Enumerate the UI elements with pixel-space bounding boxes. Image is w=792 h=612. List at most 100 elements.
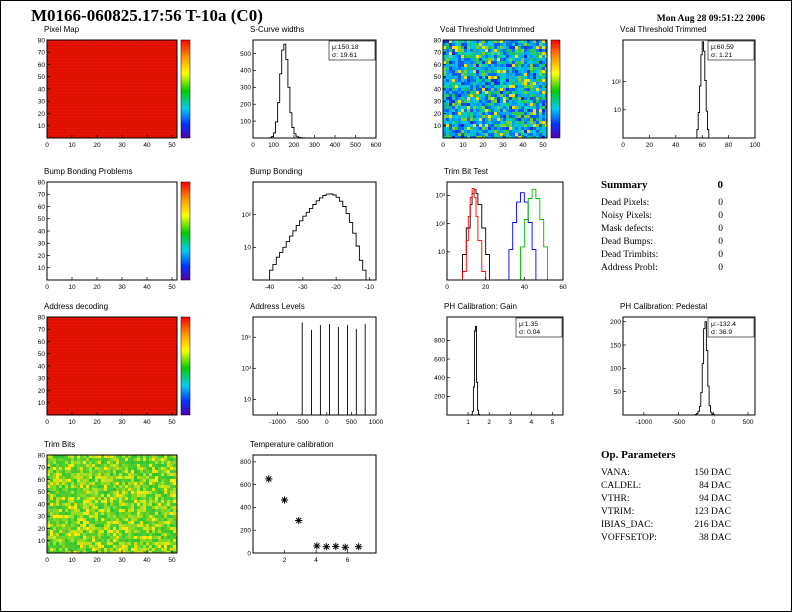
svg-text:400: 400 [240,68,251,75]
svg-text:50: 50 [168,557,176,564]
svg-text:60: 60 [434,62,442,69]
plot-bump-bonding: Bump Bonding -40 -30 -20 -10 10 10² [227,167,379,303]
svg-text:40: 40 [143,142,151,149]
stats-box [515,317,563,338]
plot-title: Trim Bit Test [444,167,489,176]
summary-row-value: 0 [718,224,723,234]
chart-canvas: -1000 -500 0 500 50 100 150 200 μ:-132.4σ: 36.9 [610,316,756,426]
plot-pixel-map: Pixel Map 0 10 20 30 40 50 10 20 30 40 50 60 70 80 [25,25,211,161]
chart-canvas: 0 20 40 60 80 100 10 10² μ:60.59σ: 1.21 [612,39,761,149]
svg-text:σ: 36.9: σ: 36.9 [711,329,732,336]
svg-text:600: 600 [240,482,251,489]
svg-text:600: 600 [434,356,445,363]
svg-text:60: 60 [38,204,46,211]
svg-text:60: 60 [699,142,707,149]
svg-text:10: 10 [38,123,46,130]
plot-vcal-threshold-trimmed: Vcal Threshold Trimmed 0 20 40 60 80 100 10 10² μ… [595,25,761,161]
svg-text:50: 50 [38,74,46,81]
svg-text:100: 100 [750,142,761,149]
summary-row-label: Dead Bumps: [601,237,653,247]
timestamp: Mon Aug 28 09:51:22 2006 [656,14,765,24]
svg-text:80: 80 [38,179,46,186]
svg-text:80: 80 [434,37,442,44]
op-parameter-row: VANA: 150 DAC [601,467,731,480]
svg-text:30: 30 [118,284,126,291]
plot-title: S-Curve widths [250,25,305,34]
plot-title: PH Calibration: Gain [444,302,517,311]
svg-text:80: 80 [38,314,46,321]
op-parameter-row: IBIAS_DAC: 216 DAC [601,519,731,532]
svg-text:400: 400 [330,142,341,149]
plot-title: Vcal Threshold Trimmed [620,25,707,34]
summary-panel: Summary 0 Dead Pixels: 0 Noisy Pixels: 0 Mas… [601,179,723,275]
plot-ph-calibration-gain: PH Calibration: Gain 1 2 3 4 5 200 400 600 800 μ:1… [421,302,567,438]
svg-text:2: 2 [487,419,491,426]
svg-text:2: 2 [283,557,287,564]
summary-rows: Dead Pixels: 0 Noisy Pixels: 0 Mask defects:… [601,197,723,275]
svg-text:-500: -500 [296,419,309,426]
svg-text:60: 60 [38,339,46,346]
svg-text:50: 50 [38,216,46,223]
summary-row-label: Dead Pixels: [601,198,650,208]
colorbar [180,39,191,139]
svg-text:σ: 1.21: σ: 1.21 [711,52,732,59]
svg-text:-500: -500 [672,419,685,426]
plot-title: Bump Bonding [250,167,303,176]
summary-row-label: Address Probl: [601,263,658,273]
op-parameter-row-label: IBIAS_DAC: [601,520,654,530]
svg-text:10²: 10² [242,212,252,219]
svg-text:10: 10 [38,265,46,272]
svg-text:70: 70 [38,327,46,334]
svg-text:150: 150 [610,342,621,349]
svg-text:10: 10 [68,284,76,291]
svg-text:20: 20 [38,111,46,118]
svg-text:70: 70 [38,192,46,199]
summary-header: Summary 0 [601,179,723,191]
svg-text:40: 40 [143,557,151,564]
stats-box [328,40,376,61]
svg-text:100: 100 [610,366,621,373]
svg-text:20: 20 [93,284,101,291]
summary-row-value: 0 [718,263,723,273]
summary-row-value: 0 [718,198,723,208]
plot-title: Temperature calibration [250,440,334,449]
svg-text:20: 20 [93,557,101,564]
svg-text:-30: -30 [298,284,308,291]
svg-text:4: 4 [530,419,534,426]
svg-text:0: 0 [247,550,251,557]
summary-row-label: Dead Trimbits: [601,250,659,260]
svg-text:200: 200 [240,528,251,535]
op-parameter-row: VTHR: 94 DAC [601,493,731,506]
svg-text:40: 40 [672,142,680,149]
svg-text:50: 50 [168,142,176,149]
plot-bump-bonding-problems: Bump Bonding Problems 0 10 20 30 40 50 10 20 30 40… [25,167,211,303]
svg-text:20: 20 [38,388,46,395]
svg-text:10: 10 [38,400,46,407]
svg-text:-40: -40 [265,284,275,291]
svg-text:10²: 10² [436,221,446,228]
op-parameter-row-value: 150 DAC [694,468,731,478]
svg-text:30: 30 [118,419,126,426]
svg-text:60: 60 [38,62,46,69]
svg-text:5: 5 [551,419,555,426]
colorbar [550,39,561,139]
summary-row: Dead Trimbits: 0 [601,249,723,262]
plot-title: Vcal Threshold Untrimmed [440,25,535,34]
op-parameter-row-label: VTHR: [601,494,630,504]
svg-text:-1000: -1000 [269,419,286,426]
svg-text:10: 10 [68,419,76,426]
plot-title: PH Calibration: Pedestal [620,302,708,311]
svg-text:100: 100 [240,118,251,125]
svg-text:10: 10 [244,245,252,252]
svg-text:30: 30 [434,99,442,106]
svg-text:50: 50 [539,142,547,149]
op-parameter-row: VTRIM: 123 DAC [601,506,731,519]
svg-text:30: 30 [499,142,507,149]
svg-text:0: 0 [445,284,449,291]
op-parameters-panel: Op. Parameters VANA: 150 DAC CALDEL: 84 DAC… [601,449,731,545]
summary-row-value: 0 [718,211,723,221]
op-parameters-rows: VANA: 150 DAC CALDEL: 84 DAC VTHR: 94 DAC VTRI… [601,467,731,545]
svg-text:0: 0 [45,419,49,426]
plot-address-decoding: Address decoding 0 10 20 30 40 50 10 20 30 40 50 60 7… [25,302,211,438]
plot-temperature-calibration: Temperature calibration 2 4 6 0 200 400 600 800 [227,440,379,576]
